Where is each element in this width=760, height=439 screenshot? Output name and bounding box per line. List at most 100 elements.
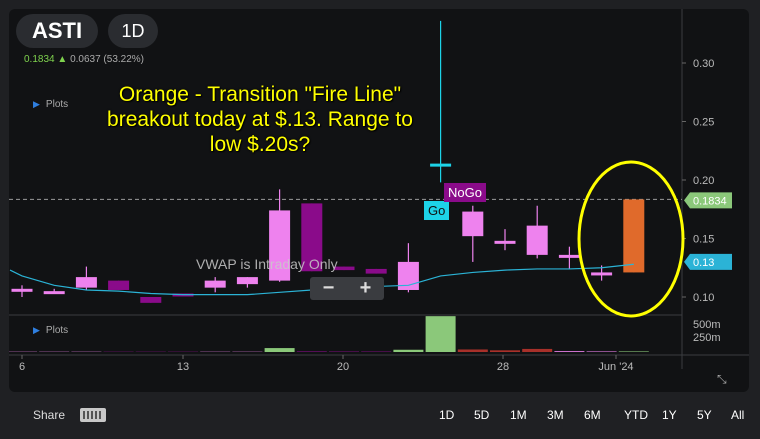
range-5y[interactable]: 5Y — [697, 408, 712, 422]
candle-body — [204, 280, 226, 288]
candle-body — [140, 297, 162, 303]
current-price-badge-shape — [684, 192, 732, 209]
volume-bar — [490, 350, 520, 352]
candle-body — [269, 210, 291, 281]
candle — [301, 203, 323, 272]
bottom-toolbar: Share 1D 5D 1M 3M 6M YTD 1Y 5Y All — [0, 392, 760, 439]
candle — [236, 277, 258, 288]
chart-panel[interactable]: 0.10 0.15 0.20 0.25 0.30 500m 250m 6 13 20 28 Jun '… — [9, 9, 749, 392]
y-tick-label: 0.10 — [693, 292, 714, 304]
y-tick-label: 0.30 — [693, 58, 714, 70]
candle — [623, 199, 645, 273]
candle-body — [333, 266, 355, 271]
candle-body — [558, 254, 580, 258]
highlight-ellipse — [577, 160, 685, 318]
volume-bar — [586, 351, 617, 352]
up-arrow-icon: ▲ — [57, 54, 68, 65]
candle-body — [623, 199, 645, 273]
candle-body — [397, 261, 419, 290]
keyboard-icon[interactable] — [80, 408, 106, 422]
candle-body — [301, 203, 323, 272]
x-tick-label: Jun '24 — [598, 361, 633, 373]
price-change: 0.0637 (53.22%) — [70, 54, 145, 65]
x-tick-label: 28 — [497, 361, 509, 373]
candle-body — [236, 277, 258, 285]
annotation-text: Orange - Transition "Fire Line" breakout… — [107, 83, 413, 156]
zoom-controls: − + — [310, 277, 384, 300]
range-1m[interactable]: 1M — [510, 408, 527, 422]
range-5d[interactable]: 5D — [474, 408, 490, 422]
y-tick-label: 0.25 — [693, 117, 714, 129]
go-label: Go — [424, 201, 450, 220]
plots-label: Plots — [45, 325, 69, 336]
x-tick-label: 20 — [337, 361, 349, 373]
candle — [140, 297, 162, 303]
volume-bar — [264, 348, 295, 352]
candle — [430, 20, 452, 183]
candle-body — [494, 240, 516, 244]
last-price: 0.1834 — [24, 54, 55, 65]
candle-body — [108, 280, 130, 290]
volume-bar — [393, 349, 424, 352]
vwap-price-badge-shape — [684, 253, 732, 270]
candle — [11, 285, 33, 297]
zoom-in-button[interactable]: + — [359, 277, 372, 299]
candle-body — [462, 211, 484, 237]
candle — [43, 288, 65, 295]
plots-toggle-volume[interactable]: ▶ Plots — [33, 325, 68, 336]
x-tick-label: 6 — [19, 361, 25, 373]
range-all[interactable]: All — [731, 408, 745, 422]
candle — [75, 266, 97, 290]
volume-bar — [522, 348, 553, 352]
range-3m[interactable]: 3M — [547, 408, 564, 422]
vwap-price-badge-text: 0.13 — [693, 257, 714, 269]
candle — [333, 266, 355, 271]
volume-bar — [554, 351, 585, 352]
y-tick-label: 0.20 — [693, 175, 714, 187]
range-1d[interactable]: 1D — [439, 408, 455, 422]
y-tick-label: 0.15 — [693, 234, 714, 246]
x-tick-label: 13 — [177, 361, 189, 373]
plots-toggle-price[interactable]: ▶ Plots — [33, 99, 68, 110]
range-ytd[interactable]: YTD — [624, 408, 648, 422]
candle-body — [43, 291, 65, 295]
share-button[interactable]: Share — [33, 408, 66, 422]
candle-body — [591, 272, 613, 276]
candle — [558, 246, 580, 269]
quote-line: 0.1834 ▲ 0.0637 (53.22%) — [24, 54, 144, 65]
expand-arrows-icon[interactable]: ⤡ — [717, 372, 727, 386]
volume-tick-label: 500m — [693, 319, 721, 331]
interval-selector[interactable]: 1D — [108, 14, 158, 48]
volume-tick-label: 250m — [693, 332, 721, 344]
candle — [108, 280, 130, 290]
candle — [462, 205, 484, 262]
candle — [269, 189, 291, 282]
candle-body — [11, 288, 33, 292]
volume-bar — [296, 351, 327, 352]
candle-body — [430, 163, 452, 167]
candle — [204, 277, 226, 293]
plots-label: Plots — [45, 99, 69, 110]
candle — [526, 205, 548, 259]
range-1y[interactable]: 1Y — [662, 408, 677, 422]
current-price-badge: 0.1834 — [684, 192, 732, 209]
nogo-label: NoGo — [444, 183, 486, 202]
volume-bar — [457, 349, 488, 352]
volume-bar — [618, 351, 649, 352]
play-triangle-icon: ▶ — [33, 99, 40, 109]
play-triangle-icon: ▶ — [33, 325, 40, 335]
range-6m[interactable]: 6M — [584, 408, 601, 422]
volume-bar — [425, 316, 456, 352]
candle-body — [75, 277, 97, 288]
candle-body — [526, 225, 548, 255]
vwap-price-badge: 0.13 — [684, 253, 732, 270]
candle-body — [365, 268, 387, 274]
ticker-symbol[interactable]: ASTI — [16, 14, 98, 48]
vwap-note: VWAP is Intraday Only — [196, 256, 338, 272]
candle — [494, 229, 516, 251]
candle — [365, 268, 387, 274]
zoom-out-button[interactable]: − — [322, 277, 335, 299]
current-price-badge-text: 0.1834 — [693, 195, 727, 207]
